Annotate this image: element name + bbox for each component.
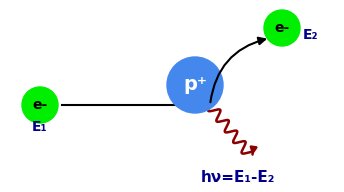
Text: E₂: E₂ — [302, 28, 318, 42]
Text: e-: e- — [275, 21, 290, 35]
Text: e-: e- — [32, 98, 47, 112]
Text: hν=E₁-E₂: hν=E₁-E₂ — [201, 170, 275, 185]
Circle shape — [264, 10, 300, 46]
Text: E₁: E₁ — [32, 120, 48, 134]
Text: p⁺: p⁺ — [183, 75, 207, 94]
Circle shape — [22, 87, 58, 123]
Circle shape — [167, 57, 223, 113]
